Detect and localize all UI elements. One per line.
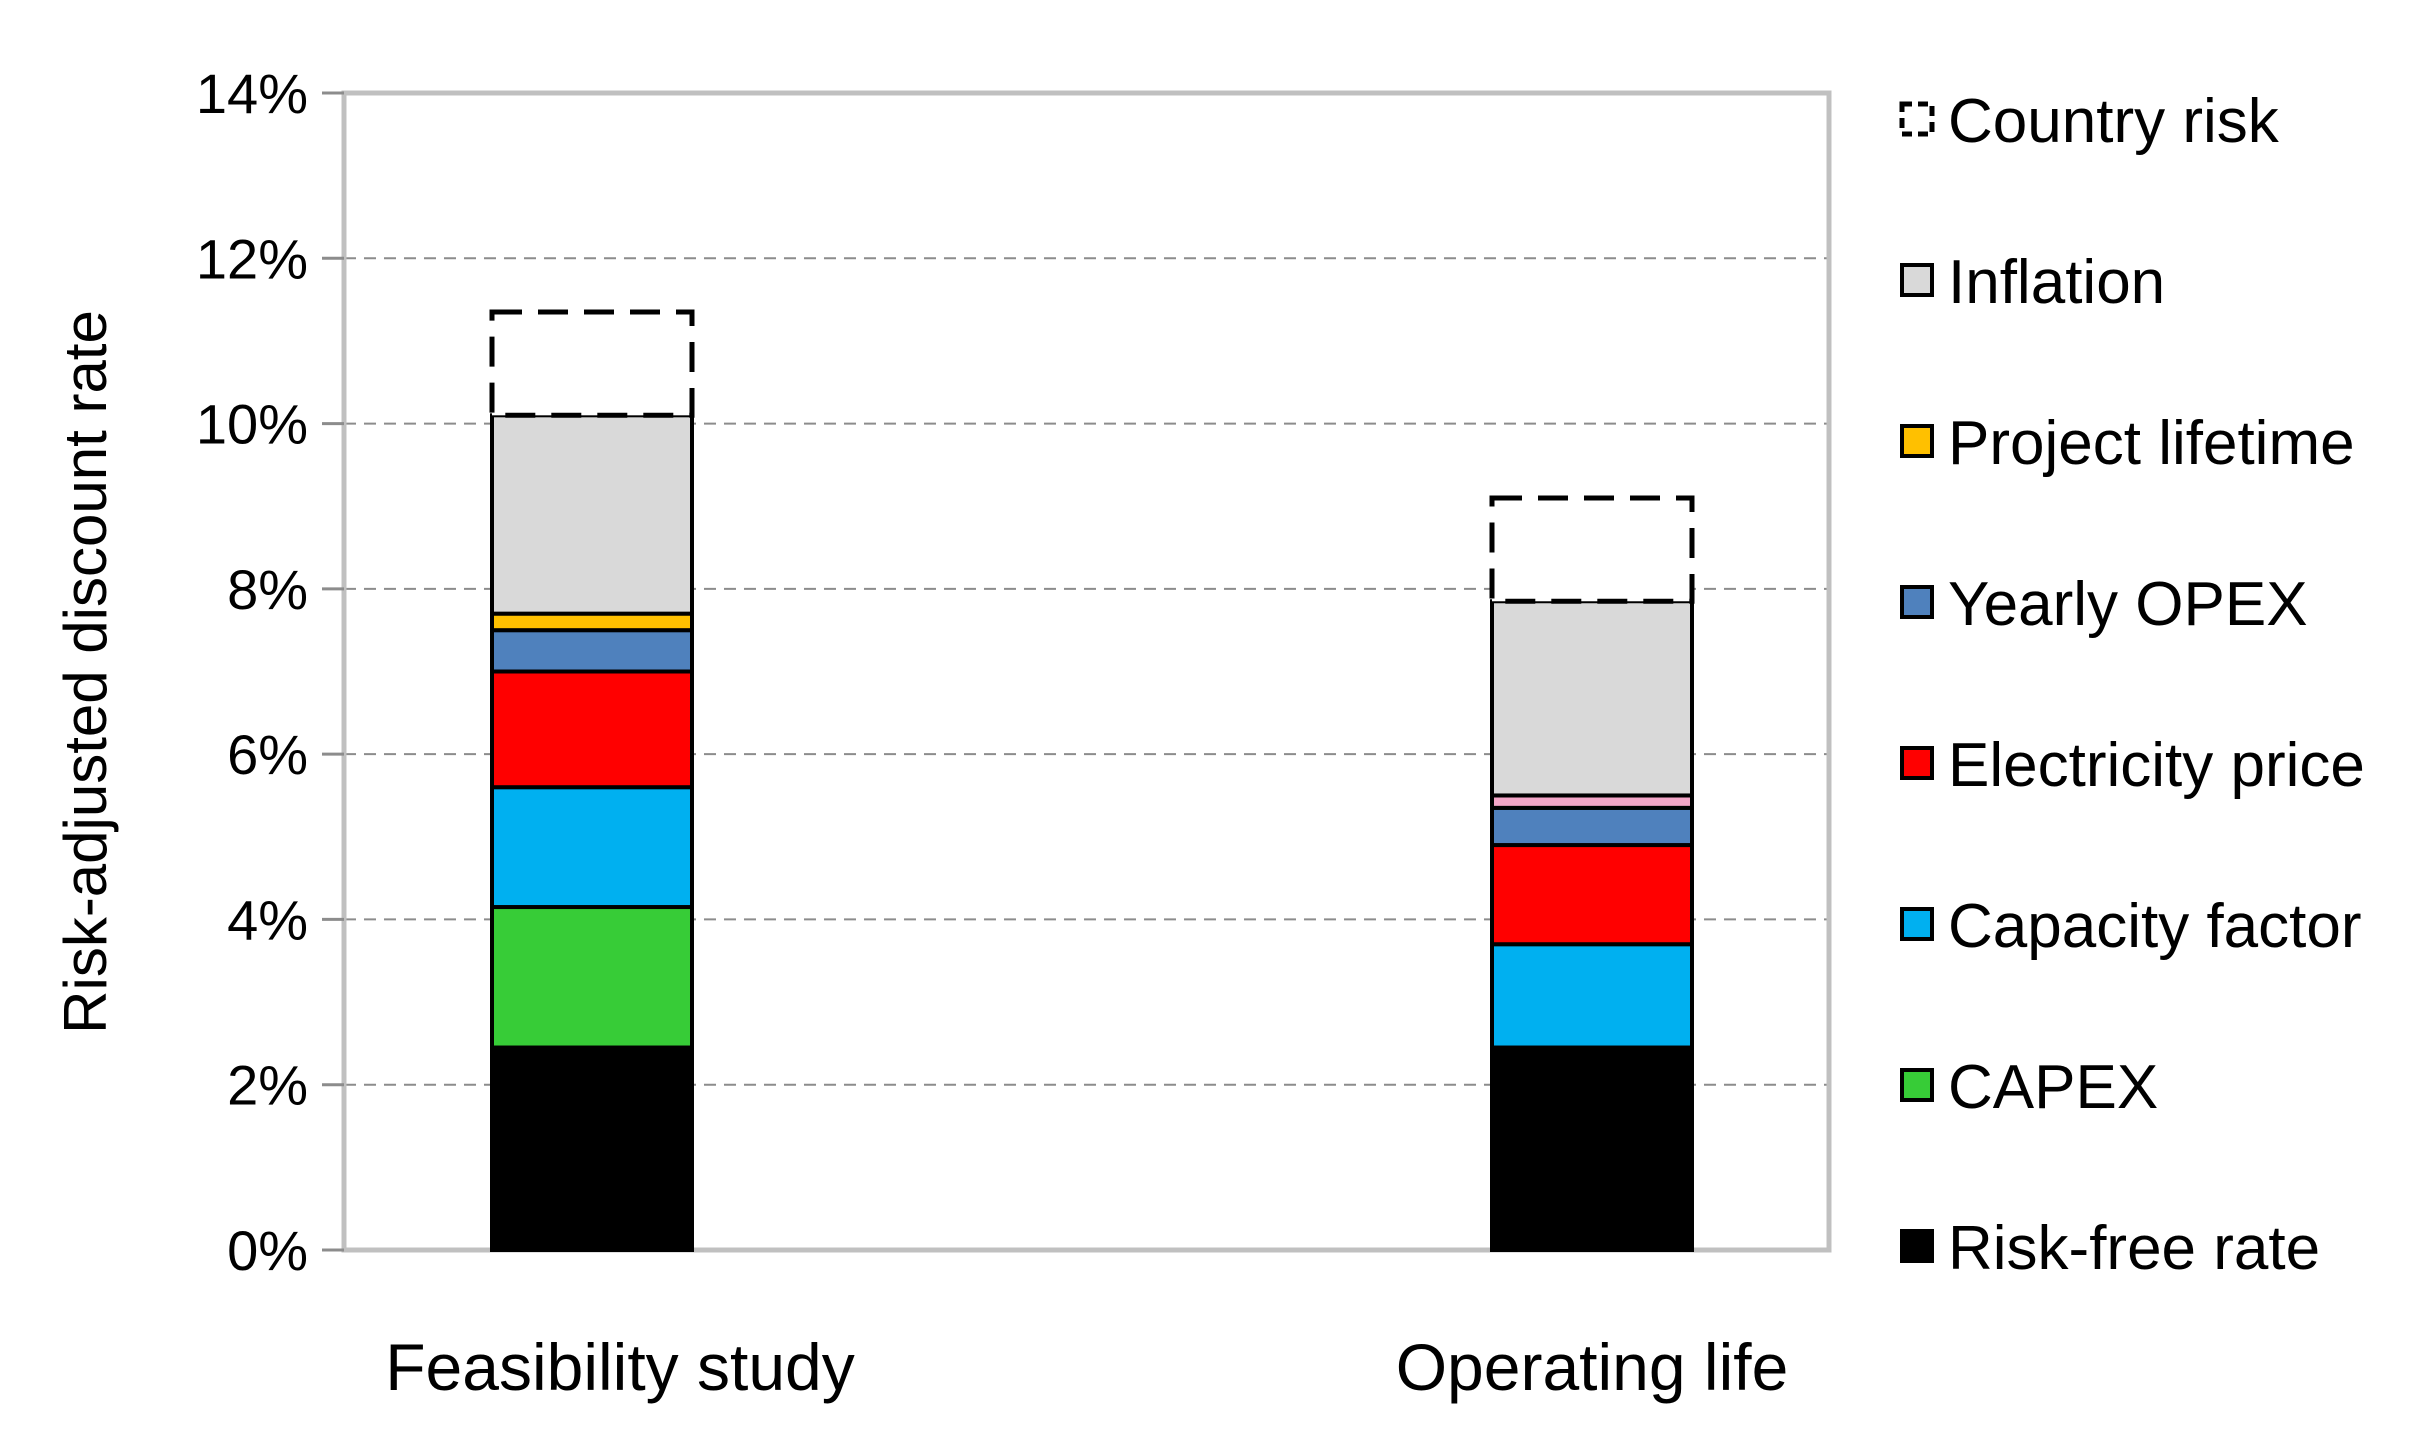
bar-segment-capex [490, 905, 694, 1050]
y-tick-label: 4% [227, 888, 308, 951]
legend-label: CAPEX [1948, 1053, 2158, 1122]
legend-label: Country risk [1948, 87, 2280, 156]
x-category-label: Operating life [1396, 1330, 1789, 1404]
bar-segment-yearly-opex [1490, 805, 1694, 848]
legend-swatch [1900, 1229, 1934, 1263]
legend-swatch [1900, 907, 1934, 941]
y-tick-label: 6% [227, 723, 308, 786]
legend-swatch [1900, 424, 1934, 458]
legend-swatch [1900, 585, 1934, 619]
bar-segment-project-lifetime [490, 611, 694, 633]
bar-segment-inflation [490, 413, 694, 616]
bar-segment-capacity-factor [1490, 942, 1694, 1050]
x-axis-labels: Feasibility study Operating life [385, 1330, 1788, 1404]
bar-segment-electricity-price [490, 669, 694, 790]
y-tick-label: 12% [196, 227, 308, 290]
bar-segment-country-risk [489, 309, 695, 418]
bar-segment-inflation [1490, 599, 1694, 798]
bar-segment-country-risk [1489, 495, 1695, 604]
y-tick-label: 8% [227, 558, 308, 621]
legend-swatch [1900, 746, 1934, 780]
legend-swatch [1900, 1068, 1934, 1102]
legend: Country risk Inflation Project lifetime Yea… [1899, 87, 2365, 1283]
bar-segment-yearly-opex [490, 628, 694, 674]
bar-segment-capacity-factor [490, 785, 694, 910]
bar-segment-electricity-price [1490, 843, 1694, 947]
legend-label: Inflation [1948, 248, 2165, 317]
legend-label: Project lifetime [1948, 409, 2355, 478]
bars [489, 309, 1695, 1253]
legend-label: Risk-free rate [1948, 1214, 2320, 1283]
y-tick-label: 2% [227, 1054, 308, 1117]
y-axis: 0% 2% 4% 6% 8% 10% 12% 14% [196, 62, 344, 1282]
y-tick-label: 10% [196, 393, 308, 456]
legend-label: Electricity price [1948, 731, 2365, 800]
legend-swatch [1899, 101, 1935, 137]
plot-area-frame [341, 90, 1832, 1253]
y-axis-title: Risk-adjusted discount rate [52, 310, 119, 1034]
legend-label: Capacity factor [1948, 892, 2362, 961]
legend-label: Yearly OPEX [1948, 570, 2308, 639]
y-tick-label: 14% [196, 62, 308, 125]
bar-segment-risk-free-rate [490, 1045, 694, 1253]
legend-swatch [1900, 263, 1934, 297]
bar-segment-risk-free-rate [1490, 1045, 1694, 1253]
x-category-label: Feasibility study [385, 1330, 855, 1404]
y-tick-label: 0% [227, 1219, 308, 1282]
